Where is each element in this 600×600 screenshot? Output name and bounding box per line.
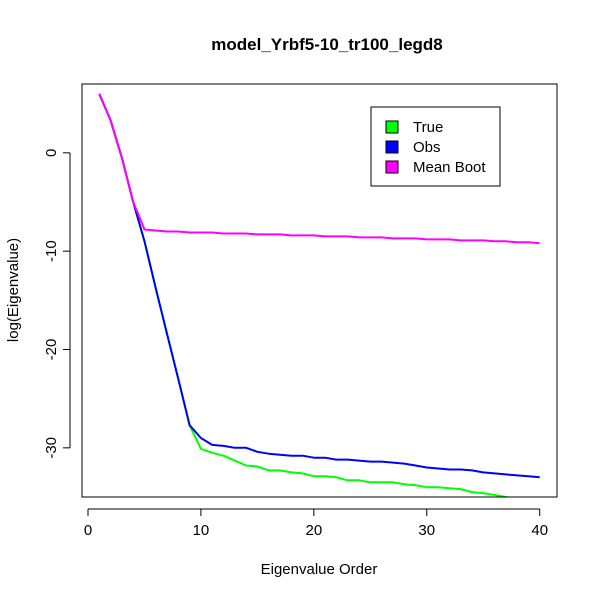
x-axis-label: Eigenvalue Order bbox=[261, 561, 378, 578]
legend-label: Mean Boot bbox=[413, 159, 486, 176]
y-axis-label: log(Eigenvalue) bbox=[5, 238, 22, 342]
x-tick-label: 30 bbox=[418, 522, 435, 539]
x-tick-label: 20 bbox=[306, 522, 323, 539]
y-tick-label: -10 bbox=[43, 240, 60, 262]
y-tick-label: -30 bbox=[43, 437, 60, 459]
legend-swatch bbox=[385, 160, 399, 174]
series-layer bbox=[98, 93, 540, 497]
x-tick-label: 0 bbox=[84, 522, 92, 539]
legend-label: True bbox=[413, 119, 443, 136]
legend: True Obs Mean Boot bbox=[370, 106, 501, 187]
legend-label: Obs bbox=[413, 139, 441, 156]
legend-swatch bbox=[385, 120, 399, 134]
legend-swatch bbox=[385, 140, 399, 154]
plot-frame bbox=[81, 83, 558, 498]
y-tick-label: 0 bbox=[43, 149, 60, 157]
y-tick-label: -20 bbox=[43, 339, 60, 361]
series-line-obs bbox=[98, 93, 540, 479]
chart-title: model_Yrbf5-10_tr100_legd8 bbox=[211, 35, 443, 54]
series-line-mean-boot bbox=[98, 93, 540, 245]
x-tick-label: 40 bbox=[531, 522, 548, 539]
axes: 0 10 20 30 40 0 -10 -20 -30 bbox=[43, 149, 548, 539]
x-tick-label: 10 bbox=[193, 522, 210, 539]
